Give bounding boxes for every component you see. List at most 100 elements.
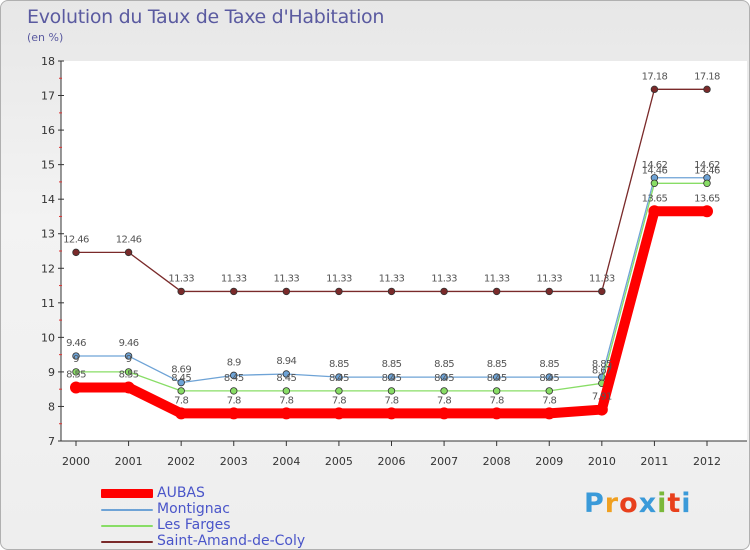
data-label: 7.8	[332, 395, 346, 406]
data-point	[280, 407, 293, 420]
data-point	[230, 387, 238, 395]
data-label: 8.85	[539, 359, 559, 370]
data-label: 8.55	[119, 369, 139, 380]
data-point	[335, 373, 343, 381]
data-label: 11.33	[326, 273, 352, 284]
data-label: 8.85	[592, 359, 612, 370]
data-label: 9	[73, 354, 79, 365]
data-label: 8.85	[382, 359, 402, 370]
y-tick-label: 11	[41, 297, 55, 310]
brand-letter: i	[681, 488, 692, 519]
data-label: 7.8	[174, 395, 188, 406]
brand-letter: r	[604, 488, 620, 519]
data-label: 17.18	[642, 71, 668, 82]
data-point	[72, 368, 80, 376]
data-label: 12.46	[116, 234, 142, 245]
data-point	[335, 387, 343, 395]
data-label: 9.46	[66, 338, 86, 349]
data-point	[701, 205, 713, 218]
data-label: 11.33	[589, 273, 615, 284]
x-tick-label: 2004	[272, 455, 300, 468]
x-tick-label: 2002	[167, 455, 195, 468]
data-point	[177, 378, 185, 387]
data-label: 8.94	[276, 356, 296, 367]
data-label: 8.45	[224, 373, 244, 384]
legend-swatch	[101, 541, 153, 543]
data-label: 11.33	[379, 273, 405, 284]
x-tick-label: 2003	[220, 455, 248, 468]
data-label: 8.55	[66, 369, 86, 380]
data-label: 7.8	[490, 395, 504, 406]
data-label: 14.46	[694, 165, 720, 176]
data-point	[492, 287, 501, 296]
data-label: 8.45	[276, 373, 296, 384]
data-point	[387, 373, 396, 381]
y-tick-label: 15	[41, 159, 55, 172]
legend-swatch	[101, 489, 153, 498]
legend-label: Montignac	[157, 501, 230, 517]
brand-letter: P	[584, 488, 605, 519]
data-point	[650, 179, 659, 187]
brand-letter: i	[657, 488, 668, 519]
data-point	[230, 287, 238, 296]
data-point	[177, 287, 185, 296]
chart-unit: (en %)	[27, 31, 64, 44]
data-label: 7.8	[384, 395, 398, 406]
x-tick-label: 2001	[115, 455, 143, 468]
brand-letter: x	[638, 488, 658, 519]
data-point	[650, 85, 659, 94]
data-point	[230, 371, 238, 380]
brand-letter: t	[667, 488, 682, 519]
data-point	[490, 407, 503, 420]
data-label: 8.45	[329, 373, 349, 384]
x-tick-label: 2008	[483, 455, 511, 468]
legend-label: AUBAS	[157, 485, 205, 501]
data-label: 14.46	[642, 165, 668, 176]
data-point	[282, 370, 291, 378]
y-tick-label: 14	[41, 193, 55, 206]
data-point	[385, 407, 398, 420]
legend-label: Saint-Amand-de-Coly	[157, 533, 306, 549]
data-point	[492, 373, 501, 381]
x-tick-label: 2005	[325, 455, 353, 468]
data-point	[703, 85, 711, 94]
data-label: 7.8	[227, 395, 241, 406]
data-label: 8.45	[434, 373, 454, 384]
data-point	[545, 387, 553, 395]
brand-letter: o	[619, 488, 639, 519]
data-point	[440, 287, 448, 296]
x-tick-label: 2011	[640, 455, 668, 468]
data-point	[440, 387, 448, 395]
data-point	[70, 381, 82, 394]
data-label: 8.9	[227, 357, 241, 368]
y-tick-label: 10	[41, 331, 55, 344]
data-point	[124, 368, 133, 376]
data-label: 8.45	[539, 373, 559, 384]
data-label: 11.33	[168, 273, 194, 284]
data-label: 13.65	[642, 193, 668, 204]
data-point	[440, 373, 448, 381]
data-label: 11.33	[484, 273, 510, 284]
data-label: 11.33	[221, 273, 247, 284]
data-point	[227, 407, 240, 420]
data-label: 8.45	[171, 373, 191, 384]
x-tick-label: 2010	[588, 455, 616, 468]
data-label: 9	[126, 354, 132, 365]
data-label: 8.45	[487, 373, 507, 384]
data-point	[545, 287, 553, 296]
data-label: 7.8	[279, 395, 293, 406]
x-tick-label: 2000	[62, 455, 90, 468]
data-point	[72, 352, 80, 360]
y-tick-label: 17	[41, 90, 55, 103]
y-tick-label: 18	[41, 55, 55, 68]
data-label: 14.62	[642, 160, 668, 171]
data-point	[282, 387, 291, 395]
data-label: 12.46	[63, 234, 89, 245]
legend-swatch	[101, 509, 153, 511]
data-point	[703, 179, 711, 187]
data-point	[177, 387, 185, 395]
data-point	[124, 352, 133, 360]
data-label: 11.33	[274, 273, 300, 284]
